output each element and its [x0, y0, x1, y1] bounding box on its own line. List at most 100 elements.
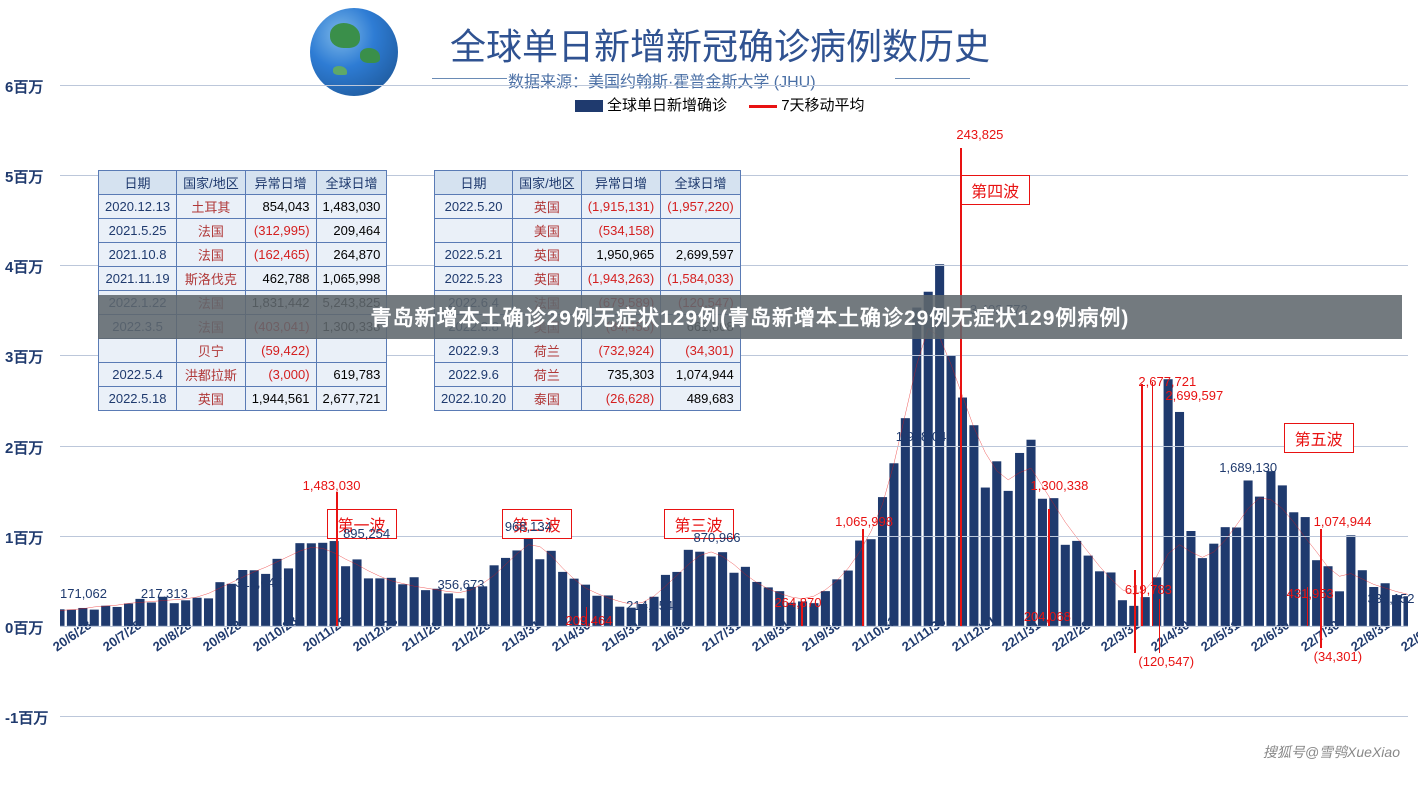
- gridline: [60, 85, 1408, 86]
- table-cell: (732,924): [581, 339, 661, 363]
- table-cell: 1,065,998: [316, 267, 387, 291]
- table-cell: 斯洛伐克: [177, 267, 246, 291]
- annotation: 217,313: [141, 586, 188, 601]
- table-header: 日期: [435, 171, 513, 195]
- annotation: 171,062: [60, 586, 107, 601]
- table-cell: 2021.10.8: [99, 243, 177, 267]
- table-row: 2022.5.23英国(1,943,263)(1,584,033): [435, 267, 741, 291]
- source-divider: [432, 78, 507, 79]
- table-cell: 英国: [513, 267, 582, 291]
- annotation: 1,689,130: [1219, 460, 1277, 475]
- table-row: 2022.5.20英国(1,915,131)(1,957,220): [435, 195, 741, 219]
- annotation: 338,152: [1368, 591, 1415, 606]
- table-cell: 泰国: [513, 387, 582, 411]
- table-cell: 264,870: [316, 243, 387, 267]
- table-row: 2021.5.25法国(312,995)209,464: [99, 219, 387, 243]
- table-row: 2021.11.19斯洛伐克462,7881,065,998: [99, 267, 387, 291]
- annotation: 1,065,998: [835, 514, 893, 529]
- table-row: 美国(534,158): [435, 219, 741, 243]
- y-tick-label: 5百万: [5, 166, 43, 187]
- peak-marker-line: [1141, 384, 1143, 626]
- annotation: 214,354: [626, 598, 673, 613]
- wave-label: 第五波: [1284, 423, 1354, 453]
- table-cell: 美国: [513, 219, 582, 243]
- table-cell: [661, 219, 741, 243]
- table-cell: 法国: [177, 219, 246, 243]
- gridline: [60, 446, 1408, 447]
- y-tick-label: 3百万: [5, 346, 43, 367]
- table-cell: 英国: [513, 195, 582, 219]
- table-cell: 735,303: [581, 363, 661, 387]
- table-cell: [99, 339, 177, 363]
- gridline: [60, 716, 1408, 717]
- table-header: 日期: [99, 171, 177, 195]
- annotation: 431,953: [1287, 586, 1334, 601]
- annotation: 895,254: [343, 526, 390, 541]
- annotation: 243,825: [956, 127, 1003, 142]
- table-cell: (26,628): [581, 387, 661, 411]
- table-row: 2022.5.18英国1,944,5612,677,721: [99, 387, 387, 411]
- annotation: (120,547): [1138, 654, 1194, 669]
- table-cell: (534,158): [581, 219, 661, 243]
- table-cell: 2022.5.20: [435, 195, 513, 219]
- chart-title: 全球单日新增新冠确诊病例数历史: [450, 18, 990, 70]
- table-cell: 2021.5.25: [99, 219, 177, 243]
- table-cell: 209,464: [316, 219, 387, 243]
- table-cell: 2022.9.3: [435, 339, 513, 363]
- peak-marker-line: [336, 492, 338, 625]
- y-tick-label: 4百万: [5, 256, 43, 277]
- annotation: 209,464: [566, 613, 613, 628]
- annotation: 2,699,597: [1165, 388, 1223, 403]
- anomaly-table-2: 日期国家/地区异常日增全球日增2022.5.20英国(1,915,131)(1,…: [434, 170, 741, 411]
- table-cell: (1,915,131): [581, 195, 661, 219]
- table-row: 2020.12.13土耳其854,0431,483,030: [99, 195, 387, 219]
- table-cell: 2022.10.20: [435, 387, 513, 411]
- table-row: 2022.9.6荷兰735,3031,074,944: [435, 363, 741, 387]
- watermark: 搜狐号@雪鸮XueXiao: [1263, 742, 1400, 762]
- table-header: 国家/地区: [513, 171, 582, 195]
- table-cell: 462,788: [245, 267, 316, 291]
- table-cell: 2022.5.23: [435, 267, 513, 291]
- peak-marker-line: [1159, 599, 1161, 653]
- table-cell: 1,944,561: [245, 387, 316, 411]
- table-cell: 2022.5.21: [435, 243, 513, 267]
- peak-marker-line: [1134, 570, 1136, 653]
- annotation: 318,647: [235, 575, 282, 590]
- peak-marker-line: [586, 607, 588, 626]
- annotation: 870,966: [694, 530, 741, 545]
- table-header: 全球日增: [661, 171, 741, 195]
- table-cell: (162,465): [245, 243, 316, 267]
- y-tick-label: 2百万: [5, 437, 43, 458]
- peak-marker-line: [960, 148, 962, 626]
- table-cell: 619,783: [316, 363, 387, 387]
- table-cell: 1,074,944: [661, 363, 741, 387]
- table-cell: 法国: [177, 243, 246, 267]
- table-row: 贝宁(59,422): [99, 339, 387, 363]
- peak-marker-line: [1320, 529, 1322, 648]
- table-cell: (59,422): [245, 339, 316, 363]
- table-header: 国家/地区: [177, 171, 246, 195]
- table-cell: (1,584,033): [661, 267, 741, 291]
- annotation: 1,978,043: [896, 429, 954, 444]
- table-cell: (34,301): [661, 339, 741, 363]
- table-cell: [435, 219, 513, 243]
- y-tick-label: -1百万: [5, 707, 48, 728]
- peak-marker-line: [801, 602, 803, 625]
- table-cell: 英国: [177, 387, 246, 411]
- table-header: 异常日增: [245, 171, 316, 195]
- source-divider: [895, 78, 970, 79]
- table-cell: 洪都拉斯: [177, 363, 246, 387]
- wave-label: 第四波: [960, 175, 1030, 205]
- table-cell: 英国: [513, 243, 582, 267]
- table-cell: 1,950,965: [581, 243, 661, 267]
- anomaly-table-1: 日期国家/地区异常日增全球日增2020.12.13土耳其854,0431,483…: [98, 170, 387, 411]
- peak-marker-line: [1152, 382, 1154, 625]
- table-cell: 2,677,721: [316, 387, 387, 411]
- table-cell: 489,683: [661, 387, 741, 411]
- headline-overlay: 青岛新增本土确诊29例无症状129例(青岛新增本土确诊29例无症状129例病例): [98, 295, 1402, 339]
- globe-icon: [310, 8, 398, 96]
- table-cell: (312,995): [245, 219, 316, 243]
- table-row: 2021.10.8法国(162,465)264,870: [99, 243, 387, 267]
- table-cell: 荷兰: [513, 363, 582, 387]
- table-row: 2022.5.4洪都拉斯(3,000)619,783: [99, 363, 387, 387]
